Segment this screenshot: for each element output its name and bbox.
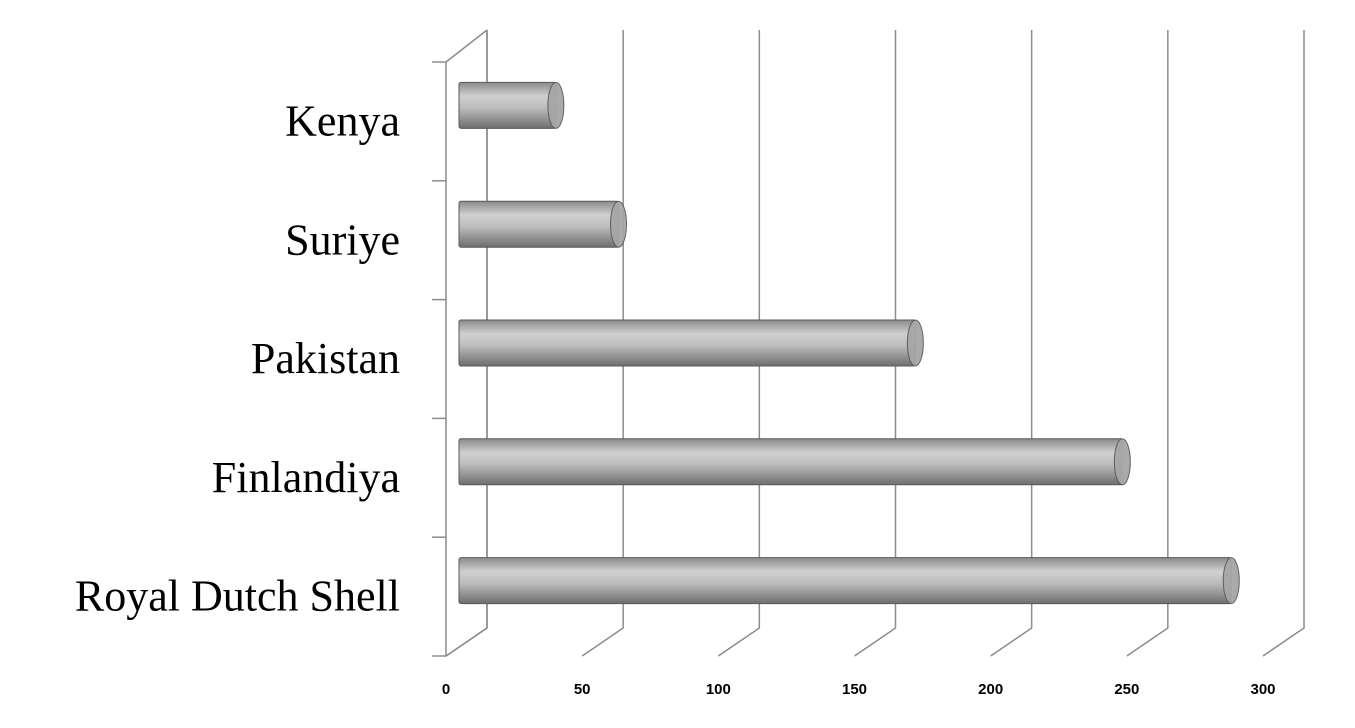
bar — [458, 81, 557, 129]
y-tick-label: Pakistan — [251, 334, 400, 383]
x-tick-label: 250 — [1114, 681, 1139, 698]
bar-cap — [547, 81, 565, 129]
x-tick-label: 0 — [442, 681, 450, 698]
x-tick-label: 150 — [842, 681, 867, 698]
x-tick-label: 50 — [574, 681, 591, 698]
y-tick-label: Finlandiya — [212, 453, 400, 502]
bar — [458, 200, 620, 248]
bar — [458, 557, 1232, 605]
x-tick-label: 200 — [978, 681, 1003, 698]
grid-line — [717, 30, 761, 657]
grid-line — [1126, 30, 1169, 657]
grid-line — [1262, 30, 1305, 657]
bar — [458, 438, 1123, 486]
wall-edge — [445, 29, 488, 63]
bar — [458, 319, 916, 367]
grid-line — [854, 30, 897, 657]
bar-cap — [610, 200, 628, 248]
bar-cap — [906, 319, 924, 367]
bar-cap — [1222, 557, 1240, 605]
y-tick-label: Royal Dutch Shell — [75, 572, 400, 621]
x-tick-label: 300 — [1250, 681, 1275, 698]
bar-cap — [1113, 438, 1131, 486]
y-tick-label: Suriye — [285, 215, 400, 264]
x-tick-label: 100 — [706, 681, 731, 698]
y-tick-label: Kenya — [285, 96, 400, 145]
grid-line — [990, 30, 1033, 657]
